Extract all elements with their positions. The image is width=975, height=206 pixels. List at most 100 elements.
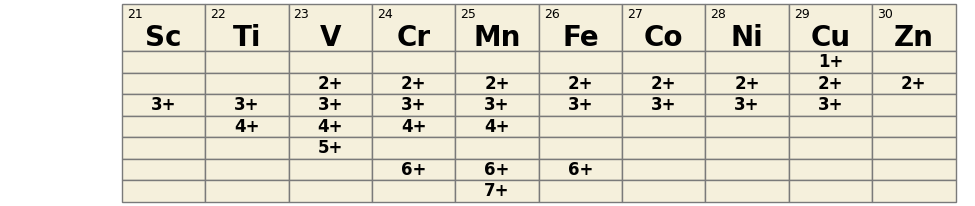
Bar: [538, 159, 622, 180]
Text: 21: 21: [127, 8, 142, 21]
Text: Mn: Mn: [473, 24, 521, 52]
Bar: [789, 94, 873, 116]
Bar: [289, 137, 371, 159]
Bar: [455, 180, 538, 202]
Bar: [622, 94, 706, 116]
Text: 5+: 5+: [318, 139, 343, 157]
Bar: [205, 94, 289, 116]
Bar: [371, 4, 455, 52]
Text: 23: 23: [293, 8, 309, 21]
Bar: [872, 52, 956, 73]
Bar: [789, 137, 873, 159]
Bar: [289, 52, 371, 73]
Text: 2+: 2+: [318, 75, 343, 93]
Bar: [622, 116, 706, 137]
Bar: [122, 180, 206, 202]
Bar: [789, 4, 873, 52]
Bar: [122, 116, 206, 137]
Bar: [122, 159, 206, 180]
Bar: [705, 137, 789, 159]
Bar: [371, 159, 455, 180]
Bar: [622, 73, 706, 94]
Text: 6+: 6+: [567, 161, 593, 179]
Bar: [705, 73, 789, 94]
Bar: [371, 137, 455, 159]
Text: Fe: Fe: [562, 24, 599, 52]
Bar: [872, 116, 956, 137]
Bar: [705, 180, 789, 202]
Bar: [455, 94, 538, 116]
Text: 4+: 4+: [401, 118, 426, 136]
Text: 6+: 6+: [401, 161, 426, 179]
Text: 2+: 2+: [485, 75, 510, 93]
Text: 6+: 6+: [485, 161, 510, 179]
Bar: [872, 180, 956, 202]
Text: 7+: 7+: [485, 182, 510, 200]
Bar: [872, 73, 956, 94]
Text: 1+: 1+: [818, 53, 843, 71]
Bar: [705, 116, 789, 137]
Bar: [289, 180, 371, 202]
Text: V: V: [320, 24, 341, 52]
Bar: [789, 73, 873, 94]
Bar: [205, 137, 289, 159]
Bar: [538, 94, 622, 116]
Bar: [122, 4, 206, 52]
Text: 2+: 2+: [401, 75, 426, 93]
Bar: [538, 73, 622, 94]
Bar: [622, 180, 706, 202]
Text: 4+: 4+: [485, 118, 510, 136]
Text: 2+: 2+: [901, 75, 926, 93]
Text: Sc: Sc: [145, 24, 181, 52]
Bar: [538, 116, 622, 137]
Bar: [455, 116, 538, 137]
Bar: [455, 137, 538, 159]
Bar: [371, 52, 455, 73]
Bar: [122, 137, 206, 159]
Bar: [789, 116, 873, 137]
Bar: [122, 73, 206, 94]
Text: 3+: 3+: [734, 96, 760, 114]
Text: 2+: 2+: [567, 75, 593, 93]
Bar: [789, 180, 873, 202]
Bar: [622, 159, 706, 180]
Bar: [122, 52, 206, 73]
Text: Zn: Zn: [894, 24, 934, 52]
Text: 27: 27: [627, 8, 643, 21]
Bar: [538, 137, 622, 159]
Text: 3+: 3+: [818, 96, 843, 114]
Bar: [205, 4, 289, 52]
Text: 29: 29: [794, 8, 809, 21]
Bar: [872, 94, 956, 116]
Text: 3+: 3+: [401, 96, 426, 114]
Bar: [705, 52, 789, 73]
Bar: [622, 137, 706, 159]
Text: 3+: 3+: [485, 96, 510, 114]
Bar: [455, 159, 538, 180]
Bar: [538, 4, 622, 52]
Text: 28: 28: [711, 8, 726, 21]
Bar: [371, 73, 455, 94]
Bar: [205, 180, 289, 202]
Text: 4+: 4+: [318, 118, 343, 136]
Text: 3+: 3+: [651, 96, 677, 114]
Text: 3+: 3+: [567, 96, 593, 114]
Text: 25: 25: [460, 8, 476, 21]
Bar: [289, 116, 371, 137]
Text: 26: 26: [544, 8, 560, 21]
Bar: [872, 137, 956, 159]
Text: 22: 22: [211, 8, 226, 21]
Text: 24: 24: [377, 8, 393, 21]
Bar: [538, 180, 622, 202]
Bar: [872, 4, 956, 52]
Bar: [371, 94, 455, 116]
Bar: [289, 159, 371, 180]
Text: 2+: 2+: [818, 75, 843, 93]
Bar: [622, 52, 706, 73]
Bar: [455, 73, 538, 94]
Bar: [455, 4, 538, 52]
Text: 3+: 3+: [318, 96, 343, 114]
Bar: [789, 159, 873, 180]
Text: Cr: Cr: [397, 24, 431, 52]
Bar: [205, 73, 289, 94]
